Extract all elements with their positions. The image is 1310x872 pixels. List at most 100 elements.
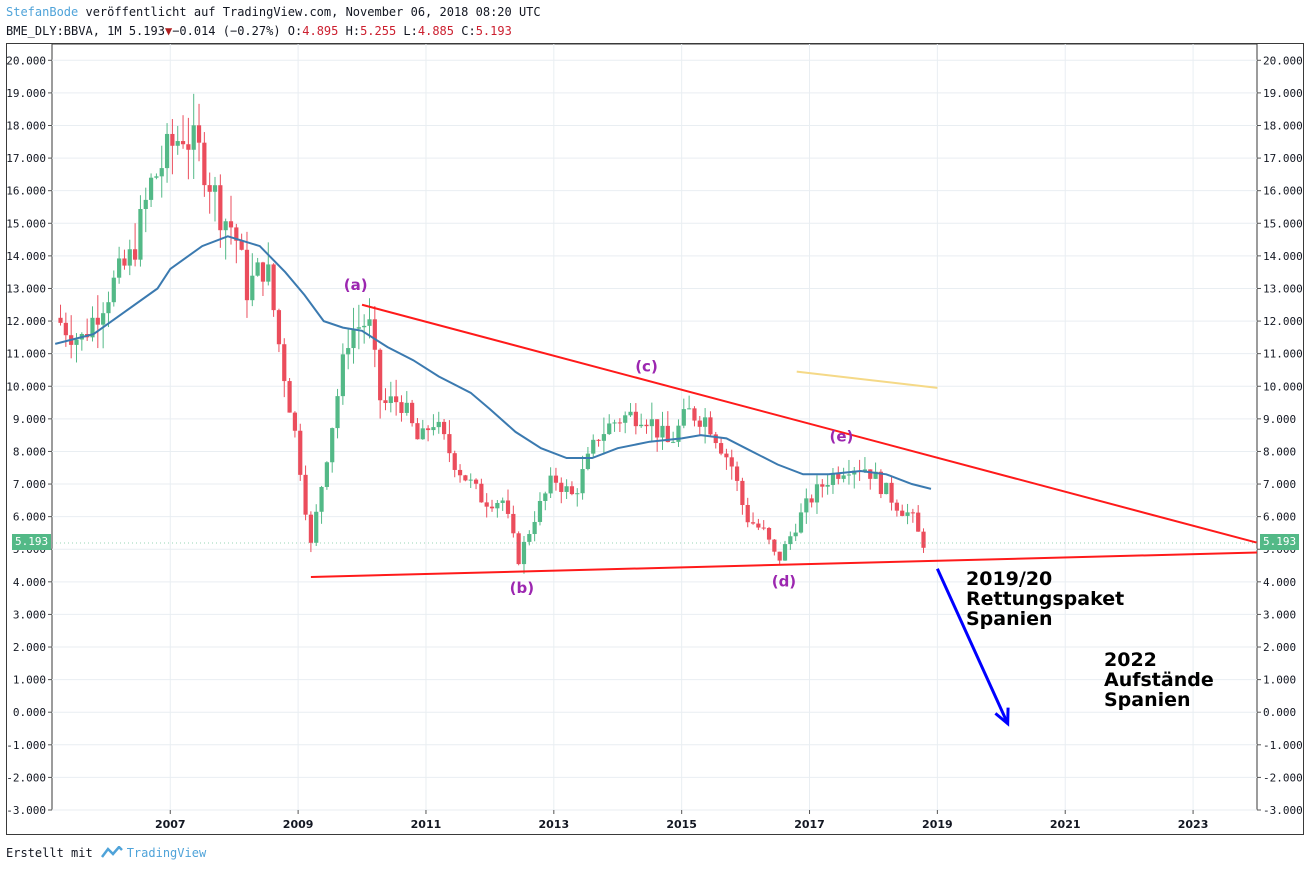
candle-body: [521, 541, 527, 565]
candle-body: [596, 439, 601, 441]
candle-body: [921, 531, 926, 548]
y-tick-label-left: 18.000: [6, 119, 46, 132]
candle-body: [809, 498, 814, 503]
candle-body: [527, 534, 532, 542]
candle-body: [788, 536, 793, 545]
candle-body: [559, 482, 564, 492]
candle-body: [671, 441, 676, 443]
candle-body: [713, 434, 718, 444]
candle-body: [623, 415, 628, 423]
x-tick-label: 2015: [666, 818, 697, 831]
y-tick-label-left: 0.000: [13, 706, 46, 719]
candle-body: [335, 396, 340, 429]
candle-body: [473, 479, 479, 484]
candle-body: [148, 177, 154, 200]
y-tick-label-right: 19.000: [1263, 87, 1303, 100]
candle-body: [191, 125, 196, 150]
author-link[interactable]: StefanBode: [6, 5, 79, 19]
candle-body: [868, 469, 873, 479]
price-tag-right: 5.193: [1260, 534, 1300, 550]
wave-label-c: (c): [635, 358, 658, 376]
candle-body: [95, 317, 100, 325]
y-tick-label-right: 13.000: [1263, 282, 1303, 295]
candle-body: [63, 322, 68, 336]
x-tick-label: 2019: [922, 818, 953, 831]
candle-body: [271, 264, 276, 311]
footer-brand-link[interactable]: TradingView: [126, 846, 207, 860]
candle-body: [101, 313, 106, 325]
candle-body: [894, 502, 899, 511]
candle-body: [580, 469, 585, 494]
candle-body: [836, 472, 841, 479]
y-tick-label-right: -3.000: [1263, 804, 1303, 817]
candle-body: [772, 539, 777, 552]
candle-body: [298, 430, 303, 475]
down-triangle-icon: ▼: [164, 24, 173, 38]
candle-body: [122, 258, 127, 266]
x-tick-label: 2021: [1050, 818, 1081, 831]
candle-body: [777, 551, 782, 561]
y-tick-label-right: 11.000: [1263, 348, 1303, 361]
y-tick-label-right: 3.000: [1263, 608, 1296, 621]
candle-body: [537, 500, 543, 522]
low-label: L:: [403, 24, 418, 38]
candle-body: [154, 176, 159, 178]
candle-body: [601, 434, 606, 441]
candle-body: [649, 419, 654, 427]
y-tick-label-left: 14.000: [6, 250, 46, 263]
y-tick-label-right: 0.000: [1263, 706, 1296, 719]
y-tick-label-left: 15.000: [6, 217, 46, 230]
candle-body: [884, 482, 889, 495]
candle-body: [330, 428, 335, 463]
candle-body: [207, 185, 212, 192]
candle-body: [218, 185, 223, 231]
candle-body: [282, 344, 287, 382]
candle-body: [910, 512, 915, 514]
candle-body: [489, 506, 495, 509]
y-tick-label-left: 2.000: [13, 641, 46, 654]
y-tick-label-left: 9.000: [13, 413, 46, 426]
candle-body: [692, 408, 697, 421]
y-tick-label-right: 2.000: [1263, 641, 1296, 654]
y-tick-label-left: 3.000: [13, 608, 46, 621]
candle-body: [255, 262, 260, 276]
candle-body: [687, 408, 692, 410]
candle-body: [388, 396, 393, 404]
candle-body: [74, 339, 79, 345]
candle-body: [367, 319, 372, 326]
candle-body: [660, 425, 665, 438]
candle-body: [90, 317, 95, 338]
y-tick-label-left: 6.000: [13, 511, 46, 524]
candle-body: [820, 484, 825, 487]
candle-body: [846, 474, 852, 476]
y-tick-label-left: 19.000: [6, 87, 46, 100]
candle-body: [468, 479, 473, 481]
candle-body: [244, 249, 250, 301]
y-tick-label-right: 20.000: [1263, 54, 1303, 67]
price-tag-left: 5.193: [12, 534, 52, 550]
y-tick-label-left: 7.000: [13, 478, 46, 491]
candle-body: [239, 240, 244, 250]
x-tick-label: 2009: [283, 818, 314, 831]
x-tick-label: 2017: [794, 818, 825, 831]
y-tick-label-right: 18.000: [1263, 119, 1303, 132]
y-tick-label-left: 1.000: [13, 674, 46, 687]
candle-body: [346, 348, 351, 355]
candle-body: [676, 425, 681, 442]
candle-body: [399, 402, 404, 413]
candle-body: [457, 469, 463, 476]
candle-body: [441, 421, 447, 435]
candle-body: [276, 310, 282, 345]
candle-body: [159, 168, 164, 177]
candle-body: [553, 475, 559, 483]
candle-body: [633, 411, 638, 427]
candle-body: [436, 421, 441, 428]
candle-body: [138, 208, 143, 260]
candle-body: [447, 434, 452, 454]
candle-body: [708, 417, 713, 435]
close-label: C:: [461, 24, 476, 38]
y-tick-label-left: 8.000: [13, 445, 46, 458]
ohlc-line: BME_DLY:BBVA, 1M 5.193▼−0.014 (−0.27%) O…: [6, 24, 512, 38]
candle-body: [516, 533, 521, 565]
